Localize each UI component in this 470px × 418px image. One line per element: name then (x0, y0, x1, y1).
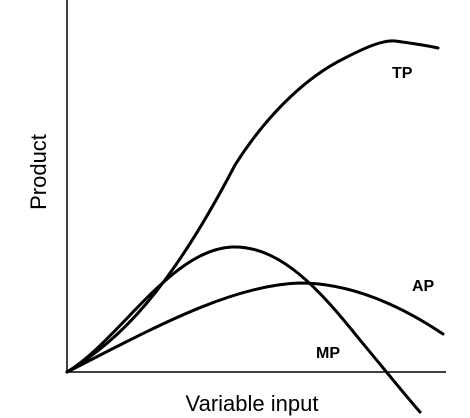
curve-label: MP (316, 345, 340, 362)
y-axis-title: Product (26, 134, 51, 210)
ap-curve (65, 281, 445, 374)
mp-curve (65, 245, 422, 414)
tp-curve (65, 39, 440, 374)
curve-label: AP (412, 278, 435, 295)
x-axis-title: Variable input (186, 391, 319, 416)
curve-label: TP (392, 65, 413, 82)
